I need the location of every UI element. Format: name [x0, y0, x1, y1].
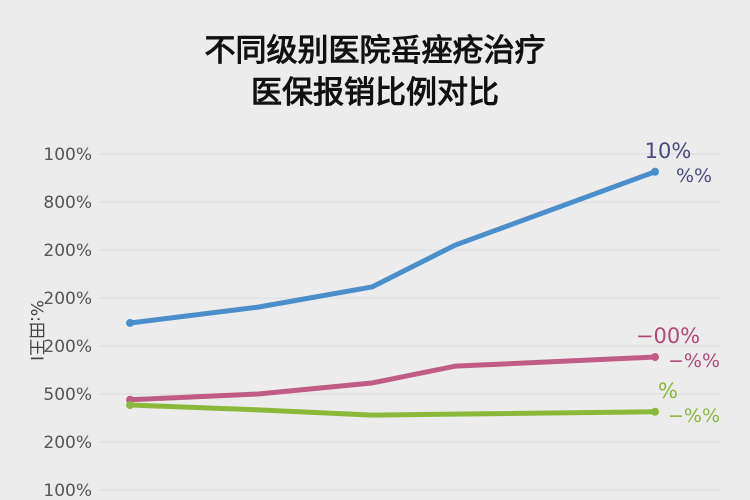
- end-label: 10%: [645, 139, 692, 163]
- data-point: [126, 401, 134, 410]
- end-label: −%%: [668, 405, 720, 427]
- y-tick-label: 200%: [43, 337, 92, 357]
- y-tick-label: 200%: [43, 433, 92, 453]
- chart-title-line-1: 不同级别医院䍃痤疮治疗: [204, 33, 546, 69]
- y-tick-label: 200%: [43, 241, 92, 261]
- data-point: [651, 407, 659, 416]
- end-label: −00%: [636, 324, 700, 348]
- end-label: %: [658, 379, 678, 403]
- series-line-2: [127, 402, 658, 418]
- end-label: −%%: [668, 350, 720, 372]
- y-tick-label: 500%: [43, 385, 92, 405]
- data-point: [126, 318, 134, 327]
- end-label: %%: [676, 165, 712, 187]
- chart-title-line-2: 医保报销比例对比: [251, 75, 499, 111]
- data-point: [651, 167, 659, 176]
- data-point: [651, 353, 659, 362]
- series-line-1: [127, 354, 658, 403]
- series-line-0: [127, 169, 658, 326]
- y-tick-label: 100%: [43, 481, 92, 500]
- y-tick-label: 200%: [43, 289, 92, 309]
- y-tick-label: 100%: [43, 145, 92, 165]
- y-tick-label: 800%: [43, 193, 92, 213]
